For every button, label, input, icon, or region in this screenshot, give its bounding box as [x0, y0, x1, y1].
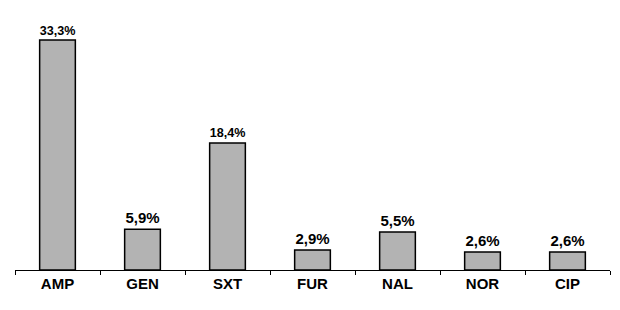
svg-text:2,9%: 2,9%	[295, 230, 329, 247]
svg-text:NOR: NOR	[466, 275, 500, 292]
svg-text:5,5%: 5,5%	[380, 212, 414, 229]
svg-text:FUR: FUR	[297, 275, 328, 292]
svg-text:CIP: CIP	[555, 275, 580, 292]
svg-text:2,6%: 2,6%	[465, 232, 499, 249]
svg-text:GEN: GEN	[126, 275, 159, 292]
svg-text:SXT: SXT	[213, 275, 242, 292]
svg-text:AMP: AMP	[41, 275, 74, 292]
svg-text:2,6%: 2,6%	[550, 232, 584, 249]
svg-text:NAL: NAL	[382, 275, 413, 292]
svg-text:33,3%: 33,3%	[40, 24, 76, 38]
svg-text:18,4%: 18,4%	[210, 126, 246, 140]
svg-text:5,9%: 5,9%	[125, 209, 159, 226]
